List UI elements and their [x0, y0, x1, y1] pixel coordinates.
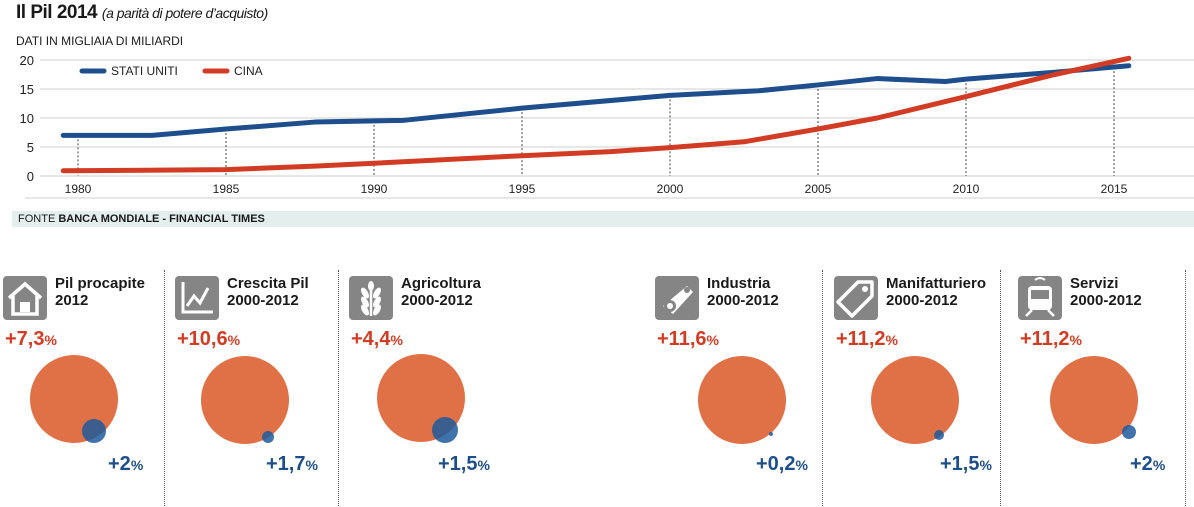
- panel-title: Pil procapite 2012: [55, 275, 145, 309]
- x-tick-label: 2000: [657, 182, 684, 196]
- usa-number: +1,7: [266, 453, 306, 475]
- china-bubble: [698, 356, 786, 444]
- legend-label: CINA: [234, 64, 263, 78]
- x-tick-label: 1995: [509, 182, 536, 196]
- china-value: +11,2%: [836, 328, 898, 351]
- unit: %: [706, 332, 719, 348]
- china-bubble: [871, 356, 959, 444]
- usa-bubble: [1122, 425, 1136, 439]
- unit: %: [979, 457, 992, 473]
- unit: %: [227, 332, 241, 348]
- panel-period: 2000-2012: [401, 292, 473, 309]
- panel-divider: [1185, 270, 1186, 506]
- panel-name: Agricoltura: [401, 275, 482, 292]
- series-line-stati-uniti: [60, 63, 1132, 138]
- chart-title: Il Pil 2014 (a parità di potere d’acquis…: [16, 2, 268, 24]
- y-tick-label: 15: [20, 82, 34, 97]
- usa-bubble: [432, 417, 458, 443]
- panel-period: 2000-2012: [707, 292, 779, 309]
- panel-divider: [1000, 270, 1001, 506]
- panel-title: Crescita Pil 2000-2012: [227, 275, 309, 309]
- wheat-icon: [349, 276, 393, 320]
- panel-name: Manifatturiero: [886, 275, 987, 292]
- x-tick-label: 1980: [65, 182, 92, 196]
- unit: %: [885, 332, 898, 348]
- china-value: +10,6%: [177, 328, 240, 351]
- panel-divider: [164, 270, 165, 506]
- usa-number: +2: [108, 453, 131, 475]
- usa-bubble: [934, 430, 944, 440]
- panel-period: 2000-2012: [227, 292, 299, 309]
- x-tick-label: 2015: [1101, 182, 1128, 196]
- usa-bubble: [262, 431, 274, 443]
- train-icon: [1018, 276, 1062, 320]
- panel-title: Servizi 2000-2012: [1070, 275, 1142, 309]
- x-tick-label: 1990: [361, 182, 388, 196]
- usa-number: +1,5: [940, 453, 980, 475]
- china-number: +7,3: [5, 328, 45, 350]
- unit: %: [1152, 457, 1166, 473]
- panel-name: Servizi: [1070, 275, 1119, 292]
- subtitle: (a parità di potere d’acquisto): [101, 5, 268, 21]
- unit: %: [44, 332, 57, 348]
- usa-number: +1,5: [438, 453, 478, 475]
- unit: %: [390, 332, 403, 348]
- panel-title: Industria 2000-2012: [707, 275, 779, 309]
- china-number: +11,2: [836, 328, 886, 350]
- x-tick-label: 2010: [953, 182, 980, 196]
- china-bubble: [201, 356, 289, 444]
- usa-bubble: [82, 419, 106, 443]
- unit: %: [305, 457, 318, 473]
- tag-icon: [834, 276, 878, 320]
- usa-value: +1,7%: [266, 453, 318, 476]
- y-tick-label: 20: [20, 53, 34, 68]
- y-axis-unit: DATI IN MIGLIAIA DI MILIARDI: [16, 34, 184, 48]
- y-tick-label: 0: [27, 169, 34, 184]
- panel-period: 2000-2012: [1070, 292, 1142, 309]
- source-text: BANCA MONDIALE - FINANCIAL TIMES: [58, 213, 265, 225]
- china-bubble: [1050, 356, 1138, 444]
- panel-divider: [822, 270, 823, 506]
- china-number: +11,2: [1020, 328, 1070, 350]
- china-number: +4,4: [351, 328, 391, 350]
- x-tick-label: 1985: [213, 182, 240, 196]
- panel-title: Manifatturiero 2000-2012: [886, 275, 986, 309]
- source-prefix: FONTE: [18, 213, 56, 225]
- x-tick-label: 2005: [805, 182, 832, 196]
- unit: %: [130, 457, 144, 473]
- y-tick-label: 5: [27, 140, 34, 155]
- china-value: +11,6%: [657, 328, 719, 351]
- usa-number: +2: [1130, 453, 1153, 475]
- house-icon: [3, 276, 47, 320]
- panel-name: Pil procapite: [55, 275, 146, 292]
- panel-divider: [338, 270, 339, 506]
- usa-value: +0,2%: [756, 453, 808, 476]
- unit: %: [477, 457, 490, 473]
- panel-name: Crescita Pil: [227, 275, 309, 292]
- panel-title: Agricoltura 2000-2012: [401, 275, 481, 309]
- usa-value: +1,5%: [940, 453, 992, 476]
- china-value: +7,3%: [5, 328, 57, 351]
- title-text: Il Pil 2014: [16, 2, 98, 23]
- line-chart: 0 5 10 15 20 1980 1985 1990 1995 2000 2005 2010 2015…: [20, 53, 1194, 199]
- usa-bubble: [769, 432, 773, 436]
- line-chart-icon: [175, 276, 219, 320]
- unit: %: [1069, 332, 1082, 348]
- china-number: +11,6: [657, 328, 707, 350]
- panel-period: 2012: [55, 292, 89, 309]
- china-number: +10,6: [177, 328, 228, 350]
- unit: %: [795, 457, 808, 473]
- china-value: +4,4%: [351, 328, 403, 351]
- usa-number: +0,2: [756, 453, 796, 475]
- panel-name: Industria: [707, 275, 771, 292]
- china-value: +11,2%: [1020, 328, 1082, 351]
- legend-label: STATI UNITI: [111, 64, 178, 78]
- usa-value: +1,5%: [438, 453, 490, 476]
- gear-chain-icon: [655, 276, 699, 320]
- usa-value: +2%: [108, 453, 143, 476]
- usa-value: +2%: [1130, 453, 1165, 476]
- source-bar: FONTE BANCA MONDIALE - FINANCIAL TIMES: [12, 211, 1194, 227]
- y-tick-label: 10: [20, 111, 34, 126]
- panel-period: 2000-2012: [886, 292, 958, 309]
